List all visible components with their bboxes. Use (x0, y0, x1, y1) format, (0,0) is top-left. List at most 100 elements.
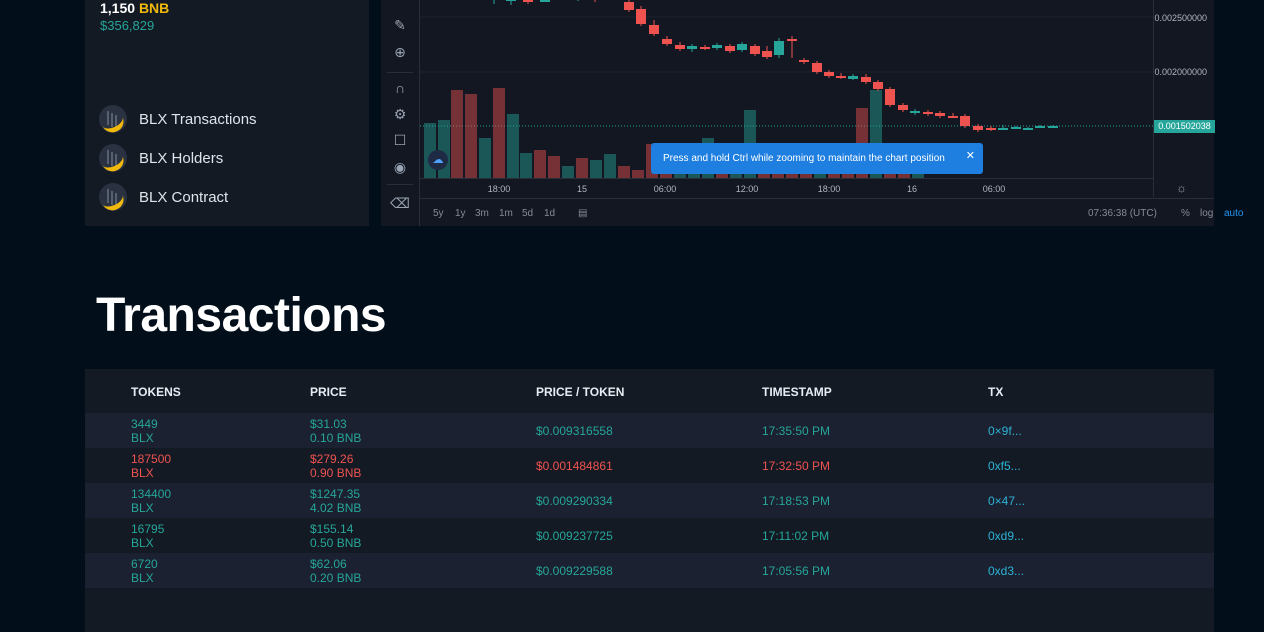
chart-settings-icon[interactable]: ☼ (1176, 181, 1187, 195)
range-5d-button[interactable]: 5d (522, 208, 534, 219)
candle-body (973, 126, 983, 130)
time-label: 16 (906, 184, 918, 194)
token-amount: 6720 (131, 557, 158, 571)
candle-body (712, 45, 722, 48)
price-bnb: 0.50 BNB (310, 536, 362, 550)
utc-clock[interactable]: 07:36:38 (UTC) (1088, 208, 1157, 219)
range-5y-button[interactable]: 5y (433, 208, 444, 219)
price-usd: $1247.35 (310, 487, 361, 501)
time-label: 06:00 (982, 184, 1006, 194)
volume-bar (828, 170, 840, 178)
lock-drawing-icon[interactable]: ⚙ (393, 106, 407, 122)
column-header-tokens: TOKENS (131, 385, 181, 399)
tx-hash-link[interactable]: 0×47... (988, 494, 1026, 508)
candle-body (986, 128, 996, 130)
candle-body (649, 25, 659, 34)
price-per-token-cell: $0.009229588 (536, 564, 613, 578)
token-unit: BLX (131, 536, 154, 550)
menu-item-transactions[interactable]: BLX Transactions (99, 105, 257, 133)
volume-bar (548, 156, 560, 178)
toolbar-divider (387, 72, 413, 73)
range-1y-button[interactable]: 1y (455, 208, 466, 219)
tx-hash-link[interactable]: 0xf5... (988, 459, 1021, 473)
cloud-save-icon[interactable]: ☁ (428, 150, 448, 170)
trash-icon[interactable]: ⌫ (390, 195, 410, 211)
price-bnb: 0.20 BNB (310, 571, 362, 585)
column-header-price: PRICE (310, 385, 347, 399)
candle-body (1048, 126, 1058, 128)
volume-bar (479, 138, 491, 178)
transactions-table: TOKENS PRICE PRICE / TOKEN TIMESTAMP TX … (85, 369, 1214, 632)
price-chart-panel: ✎ ⊕ ∩ ⚙ ☐ ◉ ⌫ ☁ 0.002500000 0.002000000 … (381, 0, 1243, 227)
volume-bar (576, 158, 588, 178)
table-row[interactable]: 6720 BLX $62.06 0.20 BNB $0.009229588 17:05:5… (85, 553, 1214, 588)
tx-hash-link[interactable]: 0xd9... (988, 529, 1025, 543)
price-per-token-cell: $0.009237725 (536, 529, 613, 543)
time-label: 18:00 (817, 184, 841, 194)
range-3m-button[interactable]: 3m (475, 208, 489, 219)
log-scale-button[interactable]: log (1200, 208, 1214, 219)
range-1m-button[interactable]: 1m (499, 208, 513, 219)
timestamp-cell: 17:35:50 PM (762, 424, 831, 438)
column-header-tx: TX (988, 385, 1004, 399)
unlock-icon[interactable]: ☐ (393, 132, 407, 148)
tx-hash-link[interactable]: 0xd3... (988, 564, 1025, 578)
close-icon[interactable]: ✕ (965, 150, 975, 162)
candle-body (523, 0, 533, 2)
candle-body (898, 105, 908, 110)
date-range-icon[interactable]: ▤ (578, 208, 588, 219)
menu-item-label: BLX Transactions (139, 110, 257, 128)
token-unit: BLX (131, 431, 154, 445)
candle-body (750, 46, 760, 54)
zoom-hint-tooltip: Press and hold Ctrl while zooming to mai… (651, 143, 983, 174)
volume-bar (590, 160, 602, 178)
volume-bar (493, 88, 505, 178)
menu-item-label: BLX Contract (139, 188, 229, 206)
candle-body (998, 128, 1008, 130)
time-label: 12:00 (735, 184, 759, 194)
price-bnb: 0.90 BNB (310, 466, 362, 480)
magnet-icon[interactable]: ∩ (394, 80, 406, 96)
price-usd: $31.03 (310, 417, 347, 431)
table-row[interactable]: 187500 BLX $279.26 0.90 BNB $0.001484861 17:3… (85, 448, 1214, 483)
zoom-in-icon[interactable]: ⊕ (394, 44, 406, 60)
table-row[interactable]: 3449 BLX $31.03 0.10 BNB $0.009316558 17:35:5… (85, 413, 1214, 448)
percent-scale-button[interactable]: % (1181, 208, 1190, 219)
auto-scale-button[interactable]: auto (1224, 208, 1244, 219)
candle-body (636, 9, 646, 24)
menu-item-contract[interactable]: BLX Contract (99, 183, 228, 211)
price-scale[interactable]: 0.002500000 0.002000000 0.001502038 (1153, 0, 1215, 197)
time-axis[interactable]: 18:00 15 06:00 12:00 18:00 16 06:00 (420, 178, 1153, 198)
candle-body (1035, 126, 1045, 128)
volume-bar (520, 153, 532, 178)
menu-item-holders[interactable]: BLX Holders (99, 144, 223, 172)
token-amount: 3449 (131, 417, 158, 431)
ruler-icon[interactable]: ✎ (394, 17, 406, 33)
eye-icon[interactable]: ◉ (393, 159, 407, 175)
tokens-cell: 187500 BLX (131, 452, 171, 480)
candle-body (824, 72, 834, 76)
range-1d-button[interactable]: 1d (544, 208, 556, 219)
table-row[interactable]: 16795 BLX $155.14 0.50 BNB $0.009237725 17:11… (85, 518, 1214, 553)
volume-bar (451, 90, 463, 178)
volume-bar (534, 150, 546, 178)
candle-body (675, 45, 685, 49)
token-amount: 187500 (131, 452, 172, 466)
candle-body (725, 46, 735, 51)
candle-body (506, 0, 516, 1)
chart-bottom-bar: 5y 1y 3m 1m 5d 1d ▤ 07:36:38 (UTC) % log… (420, 198, 1243, 227)
volume-bar (507, 114, 519, 178)
table-row[interactable]: 134400 BLX $1247.35 4.02 BNB $0.009290334 17:… (85, 483, 1214, 518)
candle-body (861, 77, 871, 82)
tx-hash-link[interactable]: 0×9f... (988, 424, 1022, 438)
candle-body (960, 116, 970, 126)
time-label: 15 (576, 184, 588, 194)
timestamp-cell: 17:18:53 PM (762, 494, 831, 508)
volume-bar (465, 94, 477, 178)
volume-bar (786, 172, 798, 178)
price-cell: $279.26 0.90 BNB (310, 452, 361, 480)
candle-body (848, 76, 858, 79)
timestamp-cell: 17:05:56 PM (762, 564, 831, 578)
blx-logo-icon (99, 105, 127, 133)
menu-item-label: BLX Holders (139, 149, 224, 167)
